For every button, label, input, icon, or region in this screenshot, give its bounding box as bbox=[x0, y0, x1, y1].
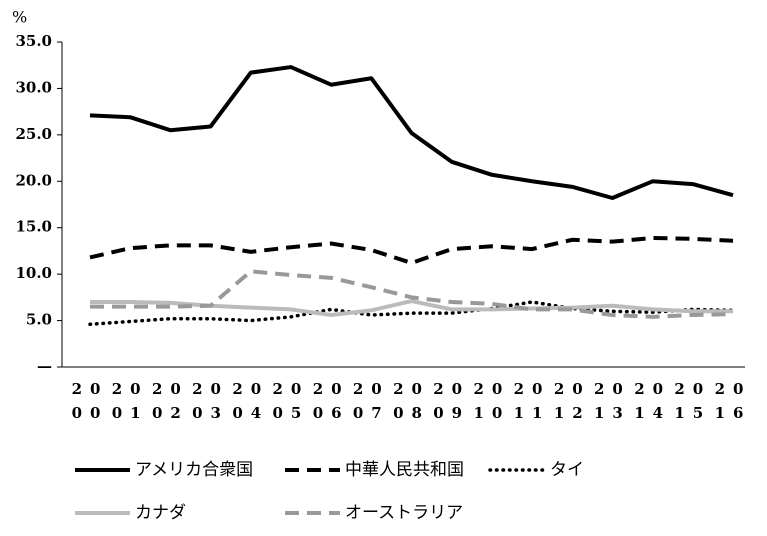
series-line bbox=[90, 299, 733, 317]
series-line bbox=[90, 269, 734, 319]
y-tick-label: 30.0 bbox=[15, 78, 52, 96]
x-tick-label: 20 13 bbox=[594, 380, 631, 422]
y-tick-label: 5.0 bbox=[26, 311, 52, 329]
y-tick-label: 35.0 bbox=[15, 32, 52, 50]
legend-label: 中華人民共和国 bbox=[345, 460, 464, 480]
legend-label: アメリカ合衆国 bbox=[135, 460, 253, 480]
y-tick-label: 25.0 bbox=[15, 125, 52, 143]
x-tick-label: 20 06 bbox=[313, 380, 350, 422]
y-tick-label: 10.0 bbox=[15, 264, 52, 282]
x-tick-label: 20 15 bbox=[674, 380, 711, 422]
y-tick-label: 15.0 bbox=[15, 218, 52, 236]
series-line bbox=[89, 65, 734, 200]
y-tick-label: — bbox=[37, 357, 52, 375]
series-line bbox=[88, 300, 735, 327]
legend-label: オーストラリア bbox=[345, 503, 463, 523]
x-tick-label: 20 12 bbox=[554, 380, 591, 422]
x-tick-label: 20 08 bbox=[393, 380, 430, 422]
x-tick-label: 20 07 bbox=[353, 380, 390, 422]
x-tick-label: 20 01 bbox=[112, 380, 149, 422]
x-tick-label: 20 14 bbox=[634, 380, 671, 422]
x-tick-label: 20 16 bbox=[715, 380, 752, 422]
y-axis-unit: % bbox=[12, 8, 27, 27]
x-tick-label: 20 02 bbox=[152, 380, 189, 422]
x-tick-label: 20 10 bbox=[473, 380, 510, 422]
y-tick-label: 20.0 bbox=[15, 171, 52, 189]
x-tick-label: 20 11 bbox=[514, 380, 551, 422]
x-tick-label: 20 03 bbox=[192, 380, 229, 422]
x-tick-label: 20 04 bbox=[232, 380, 269, 422]
legend-label: カナダ bbox=[135, 503, 186, 523]
x-tick-label: 20 00 bbox=[72, 380, 109, 422]
series-line bbox=[89, 235, 734, 265]
x-tick-label: 20 05 bbox=[273, 380, 310, 422]
legend-label: タイ bbox=[550, 460, 584, 480]
x-tick-label: 20 09 bbox=[433, 380, 470, 422]
